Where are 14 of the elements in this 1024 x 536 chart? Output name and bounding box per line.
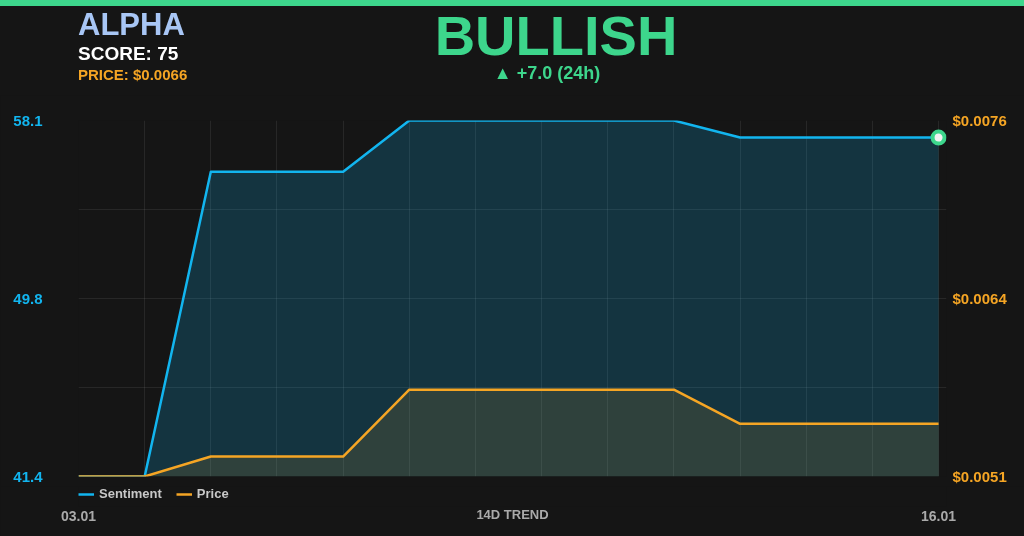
y2-tick-label: $0.0051 xyxy=(952,468,1007,485)
y-tick-label: 49.8 xyxy=(13,289,43,307)
text: PRICE: $0.0066 xyxy=(78,66,188,83)
y2-tick-label: $0.0076 xyxy=(952,112,1007,129)
legend-label: Sentiment xyxy=(99,486,162,501)
legend-label: Price xyxy=(196,486,229,501)
x-tick-label: 03.01 xyxy=(60,507,97,524)
y-tick-label: 41.4 xyxy=(13,467,44,485)
y-tick-label: 58.1 xyxy=(13,111,43,129)
x-axis-title: 14D TREND xyxy=(476,506,549,522)
text: ALPHA xyxy=(78,7,185,42)
text: SCORE: 75 xyxy=(78,43,179,64)
x-tick-label: 16.01 xyxy=(921,507,957,524)
y2-tick-label: $0.0064 xyxy=(952,290,1008,307)
